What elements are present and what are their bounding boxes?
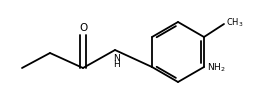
Text: H: H (113, 60, 119, 69)
Text: NH$_2$: NH$_2$ (207, 62, 226, 74)
Text: O: O (79, 23, 87, 33)
Text: N: N (113, 54, 119, 63)
Text: CH$_3$: CH$_3$ (226, 17, 244, 29)
